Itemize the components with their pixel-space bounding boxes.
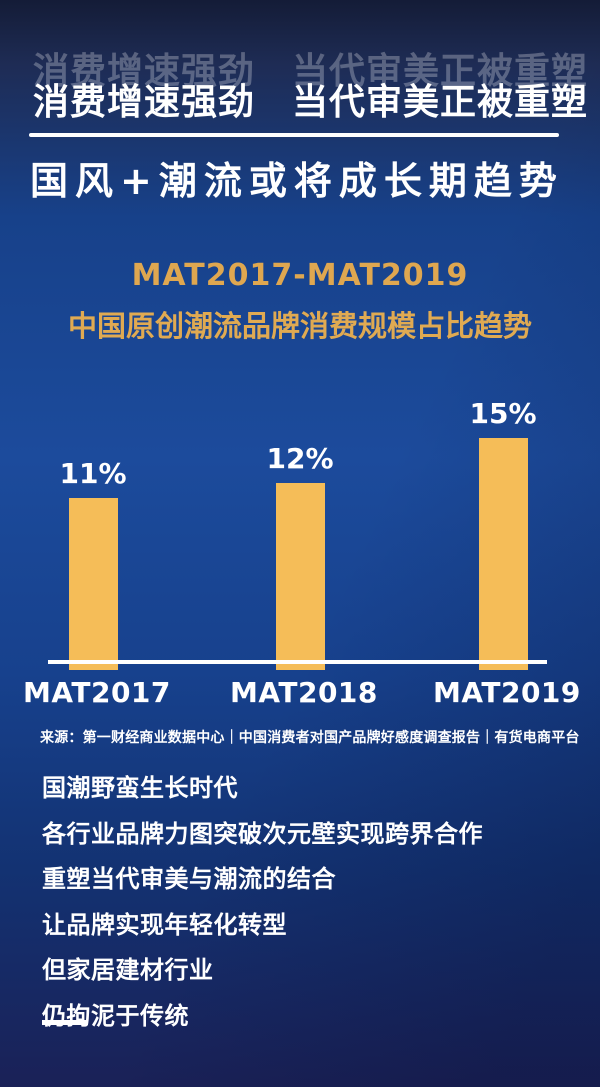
bar-mat2019 [478, 438, 528, 670]
chart-baseline-axis [48, 660, 547, 664]
chart-title: MAT2017-MAT2019 [131, 258, 469, 293]
category-label-mat2018: MAT2018 [230, 676, 378, 709]
bar-mat2018 [275, 483, 325, 670]
page-title: 消费增速强劲 当代审美正被重塑 [33, 82, 589, 123]
bar-value-label: 12% [266, 442, 334, 475]
chart-subtitle: 中国原创潮流品牌消费规模占比趋势 [67, 309, 532, 343]
bar-value-label: 15% [469, 397, 537, 430]
page-title-ghost: 消费增速强劲 当代审美正被重塑 [33, 51, 589, 92]
body-line: 仍拘泥于传统 [42, 1001, 189, 1030]
title-divider-line [29, 133, 559, 137]
category-label-mat2017: MAT2017 [23, 676, 171, 709]
bar-group-mat2019: 15% [433, 397, 573, 670]
body-line: 国潮野蛮生长时代 [42, 774, 238, 802]
bar-mat2017 [68, 498, 118, 670]
body-line: 重塑当代审美与潮流的结合 [42, 865, 336, 893]
bar-group-mat2018: 12% [230, 442, 370, 670]
body-line: 但家居建材行业 [42, 956, 214, 984]
bar-group-mat2017: 11% [23, 457, 163, 670]
data-source-note: 来源：第一财经商业数据中心｜中国消费者对国产品牌好感度调查报告｜有货电商平台 [40, 730, 580, 746]
body-line: 让品牌实现年轻化转型 [42, 910, 287, 939]
body-line: 各行业品牌力图突破次元壁实现跨界合作 [42, 819, 483, 848]
category-label-mat2019: MAT2019 [433, 676, 581, 709]
bar-value-label: 11% [59, 457, 127, 490]
closing-dash-mark [42, 1020, 88, 1025]
slogan-headline: 国风+潮流或将成长期趋势 [30, 159, 564, 203]
body-text-block: 国潮野蛮生长时代 各行业品牌力图突破次元壁实现跨界合作 重塑当代审美与潮流的结合… [42, 766, 483, 1039]
